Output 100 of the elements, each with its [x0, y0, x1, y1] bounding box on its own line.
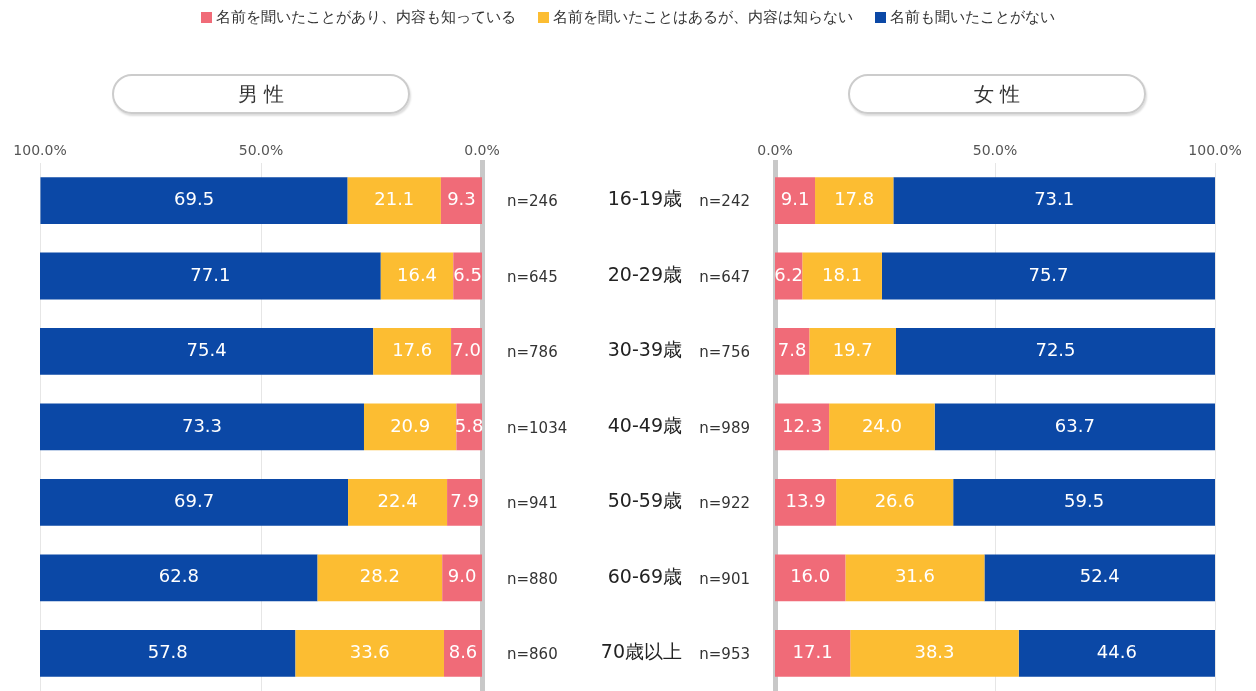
- data-label: 6.5: [453, 263, 482, 285]
- data-label: 17.6: [392, 339, 433, 361]
- data-label: 77.1: [190, 263, 231, 285]
- bar: [363, 403, 457, 451]
- y-tick-label: 20-29歳: [607, 262, 682, 285]
- bar: [809, 328, 896, 375]
- data-label: 59.5: [1064, 490, 1105, 512]
- data-label: 5.8: [454, 414, 484, 436]
- bar: [40, 328, 374, 375]
- bar: [40, 629, 296, 677]
- bar: [775, 629, 851, 677]
- data-label: 7.8: [777, 339, 807, 361]
- bar: [443, 629, 482, 677]
- bar: [40, 554, 318, 602]
- x-tick-label: 0.0%: [757, 142, 793, 159]
- bar: [775, 403, 830, 451]
- data-label: 12.3: [782, 414, 823, 436]
- y-tick-label: 70歳以上: [600, 640, 682, 663]
- data-label: 33.6: [349, 640, 390, 662]
- text: n=756: [699, 343, 750, 362]
- data-label: 63.7: [1054, 414, 1095, 436]
- x-tick-label: 100.0%: [1188, 142, 1242, 159]
- bar: [40, 478, 349, 526]
- y-tick-label: 60-69歳: [607, 564, 682, 587]
- bar: [845, 554, 985, 602]
- text: n=941: [507, 494, 558, 513]
- data-label: 17.8: [834, 188, 875, 210]
- text: n=786: [507, 343, 558, 362]
- text: n=922: [699, 494, 750, 513]
- data-label: 24.0: [861, 414, 902, 436]
- data-label: 52.4: [1079, 565, 1120, 587]
- bar: [850, 629, 1019, 677]
- bar: [317, 554, 443, 602]
- y-tick-label: 16-19歳: [607, 187, 682, 210]
- y-tick-label: 30-39歳: [607, 338, 682, 361]
- bar: [829, 403, 935, 451]
- text: n=645: [507, 267, 558, 286]
- legend-label: 名前を聞いたことがあり、内容も知っている: [216, 8, 516, 26]
- bar: [802, 252, 882, 300]
- data-label: 16.4: [396, 263, 438, 285]
- bar: [295, 629, 444, 677]
- y-tick-label: 50-59歳: [607, 489, 682, 512]
- data-label: 18.1: [822, 263, 863, 285]
- bar: [40, 177, 348, 224]
- data-label: 21.1: [374, 188, 415, 210]
- bar: [373, 328, 452, 375]
- data-label: 8.6: [448, 640, 478, 662]
- legend-label: 名前も聞いたことがない: [890, 8, 1055, 26]
- bar: [775, 478, 837, 526]
- data-label: 26.6: [874, 490, 915, 512]
- text: n=242: [699, 192, 750, 211]
- data-label: 69.5: [174, 188, 215, 210]
- text: n=1034: [507, 418, 568, 437]
- data-label: 62.8: [158, 565, 199, 587]
- bar: [775, 328, 810, 375]
- x-tick-label: 50.0%: [238, 142, 284, 159]
- text: n=953: [699, 645, 750, 664]
- bar: [440, 177, 482, 224]
- data-label: 57.8: [147, 640, 188, 662]
- x-tick-label: 50.0%: [972, 142, 1018, 159]
- bar: [442, 554, 482, 602]
- chart-title: 男 性: [112, 74, 410, 114]
- bar: [836, 478, 954, 526]
- bar: [893, 177, 1215, 224]
- data-label: 28.2: [359, 565, 400, 587]
- data-label: 7.0: [452, 339, 481, 361]
- data-label: 9.1: [780, 188, 810, 210]
- text: n=901: [699, 569, 750, 588]
- bar: [984, 554, 1215, 602]
- bar: [953, 478, 1215, 526]
- bar: [881, 252, 1215, 300]
- data-label: 22.4: [377, 490, 418, 512]
- bar: [775, 554, 846, 602]
- bar: [347, 177, 441, 224]
- bar: [934, 403, 1215, 451]
- data-label: 73.3: [181, 414, 223, 436]
- bar: [40, 403, 364, 451]
- data-label: 73.1: [1034, 188, 1075, 210]
- x-tick-label: 0.0%: [464, 142, 500, 159]
- data-label: 38.3: [914, 640, 955, 662]
- bar: [380, 252, 454, 300]
- data-label: 72.5: [1035, 339, 1076, 361]
- bar: [451, 328, 482, 375]
- data-label: 13.9: [785, 490, 826, 512]
- bar: [447, 478, 482, 526]
- data-label: 7.9: [450, 490, 479, 512]
- text: n=860: [507, 645, 558, 664]
- text: n=880: [507, 569, 558, 588]
- bar: [40, 252, 381, 300]
- data-label: 16.0: [790, 565, 831, 587]
- bar: [896, 328, 1215, 375]
- data-label: 31.6: [894, 565, 935, 587]
- bar: [775, 177, 816, 224]
- text: n=647: [699, 267, 750, 286]
- data-label: 19.7: [832, 339, 873, 361]
- data-label: 75.4: [186, 339, 227, 361]
- x-tick-label: 100.0%: [13, 142, 67, 159]
- bar: [815, 177, 894, 224]
- legend-label: 名前を聞いたことはあるが、内容は知らない: [553, 8, 853, 26]
- data-label: 75.7: [1028, 263, 1069, 285]
